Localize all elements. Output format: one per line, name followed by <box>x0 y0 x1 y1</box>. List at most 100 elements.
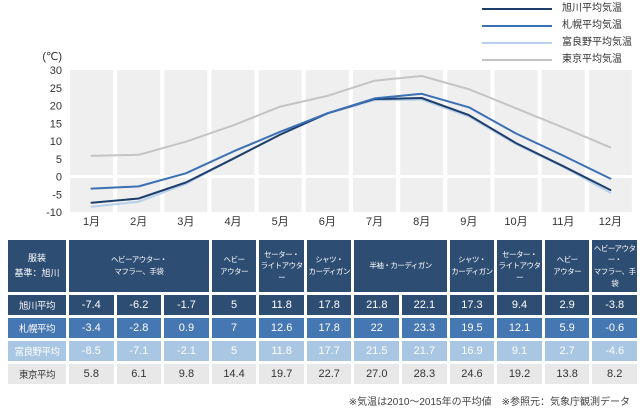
temperature-cell: -7.4 <box>69 295 114 315</box>
y-tick-label: 15 <box>50 118 62 130</box>
temperature-cell: 6.1 <box>116 364 162 384</box>
chart-band <box>117 178 161 212</box>
x-tick-label: 5月 <box>272 216 289 228</box>
chart-band <box>353 70 397 175</box>
y-tick-label: 10 <box>50 136 62 148</box>
temperature-cell: 17.8 <box>306 318 352 338</box>
temperature-cell: 5 <box>211 295 257 315</box>
x-tick-label: 4月 <box>224 216 241 228</box>
temperature-cell: 12.1 <box>497 318 542 338</box>
chart-band <box>258 70 302 175</box>
legend-label: 東京平均気温 <box>562 54 622 65</box>
temperature-cell: 13.8 <box>544 364 590 384</box>
clothing-temperature-table: 服装 基準：旭川 ヘビーアウター・ マフラー、手袋 ヘビー アウター セーター・ ライ… <box>8 240 637 384</box>
y-tick-label: 5 <box>56 154 62 166</box>
temperature-cell: 22.1 <box>402 295 447 315</box>
chart-band <box>258 178 302 212</box>
temperature-cell: -2.1 <box>164 341 209 361</box>
temperature-cell: 5 <box>211 341 257 361</box>
clothing-header-cell: 半袖・カーディガン <box>354 240 447 292</box>
temperature-cell: 11.8 <box>259 295 304 315</box>
chart-band <box>541 178 585 212</box>
temperature-cell: 9.4 <box>497 295 542 315</box>
legend-label: 富良野平均気温 <box>562 37 632 48</box>
x-tick-label: 9月 <box>460 216 477 228</box>
y-axis-unit-label: (℃) <box>42 51 62 63</box>
x-tick-label: 10月 <box>504 216 527 228</box>
chart-band <box>447 178 491 212</box>
temperature-line-chart: (℃) 30 25 20 15 10 5 0 -5 -10 1月 2月 3月 4月 5月 6月 7月 8月 9月 10… <box>42 51 632 228</box>
series-line-2 <box>90 92 612 190</box>
y-tick-label: -10 <box>46 207 62 219</box>
temperature-cell: 9.8 <box>164 364 209 384</box>
chart-legend: 旭川平均気温札幌平均気温 富良野平均気温 東京平均気温 <box>482 3 634 65</box>
table-corner-header: 服装 基準：旭川 <box>8 240 66 292</box>
temperature-cell: 0.9 <box>164 318 209 338</box>
temperature-cell: 19.7 <box>259 364 304 384</box>
chart-band <box>494 70 538 175</box>
temperature-cell: 21.7 <box>402 341 447 361</box>
chart-band <box>211 178 255 212</box>
legend-line-swatch <box>482 7 552 10</box>
y-tick-label: -5 <box>52 189 62 201</box>
chart-band <box>588 70 632 175</box>
x-tick-label: 8月 <box>413 216 430 228</box>
clothing-header-cell: ヘビーアウター・ マフラー、手袋 <box>69 240 209 292</box>
clothing-header-cell: ヘビー アウター <box>211 240 257 292</box>
temperature-cell: -0.6 <box>592 318 637 338</box>
legend-item: 旭川平均気温 <box>482 3 634 14</box>
legend-item: 東京平均気温 <box>482 54 634 65</box>
temperature-cell: 9.1 <box>497 341 542 361</box>
temperature-cell: -1.7 <box>164 295 209 315</box>
series-line-4 <box>90 75 612 157</box>
source-note: ※気温は2010～2015年の平均値 ※参照元：気象庁観測データ <box>348 397 630 408</box>
temperature-chart-area: (℃) 30 25 20 15 10 5 0 -5 -10 1月 2月 3月 4月 5月 6月 7月 8月 9月 10… <box>42 51 632 228</box>
temperature-cell: 5.9 <box>544 318 590 338</box>
temperature-cell: -2.8 <box>116 318 162 338</box>
row-label: 旭川平均 <box>8 295 66 315</box>
x-tick-label: 7月 <box>366 216 383 228</box>
chart-band <box>117 70 161 175</box>
legend-line-swatch <box>482 41 552 44</box>
legend-label: 札幌平均気温 <box>562 20 622 31</box>
temperature-cell: 21.5 <box>354 341 400 361</box>
temperature-cell: 23.3 <box>402 318 447 338</box>
chart-band <box>70 70 113 175</box>
chart-band <box>305 178 349 212</box>
temperature-cell: 19.2 <box>497 364 542 384</box>
x-tick-label: 11月 <box>552 216 574 228</box>
legend-item: 富良野平均気温 <box>482 37 634 48</box>
temperature-cell: 11.8 <box>259 341 304 361</box>
legend-line-swatch <box>482 58 552 61</box>
legend-line-swatch <box>482 24 552 27</box>
temperature-cell: -8.5 <box>69 341 114 361</box>
temperature-cell: 17.8 <box>306 295 352 315</box>
temperature-cell: 19.5 <box>449 318 495 338</box>
x-tick-label: 6月 <box>319 216 336 228</box>
x-tick-label: 1月 <box>83 216 100 228</box>
clothing-header-cell: ヘビーアウター・ マフラー、手袋 <box>592 240 637 292</box>
temperature-cell: 8.2 <box>592 364 637 384</box>
chart-band <box>400 178 444 212</box>
row-label: 東京平均 <box>8 364 66 384</box>
clothing-header-cell: シャツ・ カーディガン <box>449 240 495 292</box>
temperature-cell: 12.6 <box>259 318 304 338</box>
clothing-header-cell: セーター・ ライトアウター <box>259 240 304 292</box>
temperature-cell: 27.0 <box>354 364 400 384</box>
temperature-cell: 17.7 <box>306 341 352 361</box>
x-tick-label: 12月 <box>599 216 622 228</box>
temperature-cell: -3.8 <box>592 295 637 315</box>
x-tick-label: 2月 <box>130 216 147 228</box>
temperature-cell: 7 <box>211 318 257 338</box>
temperature-cell: 24.6 <box>449 364 495 384</box>
temperature-cell: 17.3 <box>449 295 495 315</box>
temperature-cell: -3.4 <box>69 318 114 338</box>
chart-band <box>353 178 397 212</box>
legend-item: 札幌平均気温 <box>482 20 634 31</box>
temperature-cell: 21.8 <box>354 295 400 315</box>
temperature-cell: 22 <box>354 318 400 338</box>
y-tick-label: 20 <box>50 101 62 113</box>
x-tick-label: 3月 <box>177 216 194 228</box>
temperature-cell: 14.4 <box>211 364 257 384</box>
clothing-header-cell: ヘビー アウター <box>544 240 590 292</box>
